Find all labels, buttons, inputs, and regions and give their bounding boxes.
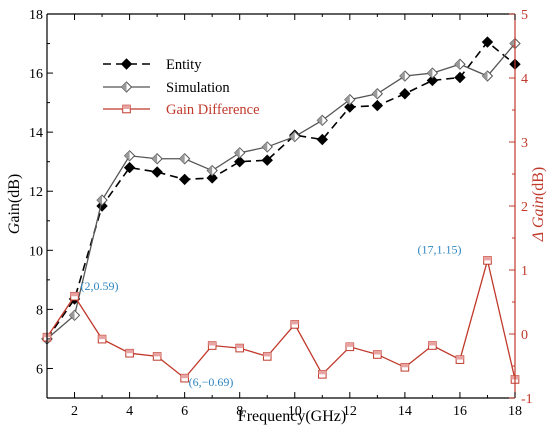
- series-line-2: [46, 260, 516, 380]
- y-left-tick-label: 16: [29, 67, 43, 82]
- x-tick-label: 2: [71, 404, 78, 419]
- legend-label-2: Gain Difference: [166, 102, 260, 118]
- series-2-point-half: [208, 341, 216, 346]
- series-0-point: [344, 101, 356, 113]
- series-1-point-half: [179, 153, 185, 164]
- y-left-tick-label: 10: [29, 244, 43, 259]
- series-2-point-half: [428, 341, 437, 346]
- legend-marker-0: [120, 58, 133, 70]
- series-2-point-half: [153, 352, 161, 357]
- series-layer: [41, 36, 521, 384]
- y-right-tick-label: 2: [521, 200, 528, 215]
- y-right-tick-label: -1: [521, 392, 533, 407]
- legend: Entity Simulation Gain Difference: [103, 57, 260, 118]
- y-axis-left-label: Gain(dB): [6, 174, 23, 234]
- series-2-point-half: [263, 352, 272, 357]
- series-line-1: [46, 43, 516, 340]
- series-0-point: [316, 133, 329, 146]
- series-0-point: [206, 172, 218, 184]
- annotation-label: (2,0.59): [81, 279, 119, 293]
- x-tick-label: 14: [398, 404, 412, 419]
- y-left-tick-label: 6: [36, 362, 43, 377]
- series-0-point: [371, 99, 384, 112]
- x-tick-label: 10: [288, 404, 302, 419]
- legend-marker-1-half: [121, 82, 127, 92]
- series-0-point: [454, 71, 466, 84]
- series-1-point-half: [124, 150, 130, 161]
- series-0-point: [261, 154, 273, 166]
- legend-marker-2-half: [122, 105, 131, 109]
- y-left-tick-label: 12: [29, 185, 43, 200]
- series-1-point-half: [97, 195, 103, 206]
- y-left-tick-label: 8: [36, 303, 43, 318]
- series-2-point-half: [180, 374, 189, 379]
- series-2-point-half: [235, 344, 244, 349]
- y-left-tick-label: 14: [29, 126, 43, 141]
- series-2-point-half: [318, 370, 327, 375]
- y-right-tick-label: 4: [521, 72, 528, 87]
- series-0-point: [426, 74, 439, 87]
- series-2-point-half: [125, 349, 134, 354]
- series-1-point-half: [454, 59, 460, 70]
- y-right-tick-label: 3: [521, 136, 528, 151]
- x-tick-label: 16: [453, 404, 467, 419]
- series-1-point-half: [344, 94, 350, 105]
- series-2-point-half: [373, 350, 382, 355]
- series-0-point: [399, 88, 411, 100]
- series-2-point-half: [70, 292, 79, 297]
- x-tick-label: 12: [343, 404, 357, 419]
- series-1-point-half: [399, 71, 405, 82]
- series-2-point-half: [483, 256, 492, 261]
- series-1-point-half: [69, 310, 75, 321]
- annotation-label: (6,−0.69): [189, 375, 234, 389]
- series-1-point-half: [427, 68, 433, 79]
- legend-label-1: Simulation: [166, 80, 230, 96]
- x-tick-label: 4: [126, 404, 133, 419]
- x-axis-label: Frequency(GHz): [238, 408, 346, 425]
- annotation-label: (17,1.15): [417, 242, 461, 256]
- legend-label-0: Entity: [166, 57, 202, 73]
- series-1-point-half: [152, 153, 158, 164]
- y-right-tick-label: 0: [521, 328, 528, 343]
- series-1-point-half: [289, 131, 295, 142]
- series-1-point-half: [207, 165, 213, 176]
- y-left-tick-label: 18: [29, 8, 43, 23]
- series-1-point-half: [482, 71, 488, 82]
- series-0-point: [151, 166, 163, 178]
- series-2-point-half: [401, 363, 409, 368]
- series-1-point-half: [234, 147, 240, 158]
- x-tick-label: 18: [508, 404, 522, 419]
- series-0-point: [178, 173, 191, 186]
- x-tick-label: 6: [181, 404, 188, 419]
- series-2-point-half: [456, 355, 464, 360]
- series-2-point-half: [290, 320, 299, 325]
- x-tick-label: 8: [236, 404, 243, 419]
- y-right-tick-label: 5: [521, 8, 528, 23]
- series-0-point: [123, 161, 136, 174]
- series-1-point-half: [372, 88, 378, 99]
- y-right-tick-label: 1: [521, 264, 528, 279]
- series-1-point-half: [262, 141, 268, 152]
- series-0-point: [233, 155, 246, 168]
- series-0-point: [481, 36, 494, 48]
- y-axis-right-label: Δ Gain(dB): [530, 167, 547, 242]
- series-2-point-half: [346, 343, 354, 347]
- series-2-point-half: [98, 335, 106, 340]
- series-1-point-half: [317, 115, 323, 126]
- annotations: (2,0.59) (6,−0.69) (17,1.15): [81, 242, 462, 389]
